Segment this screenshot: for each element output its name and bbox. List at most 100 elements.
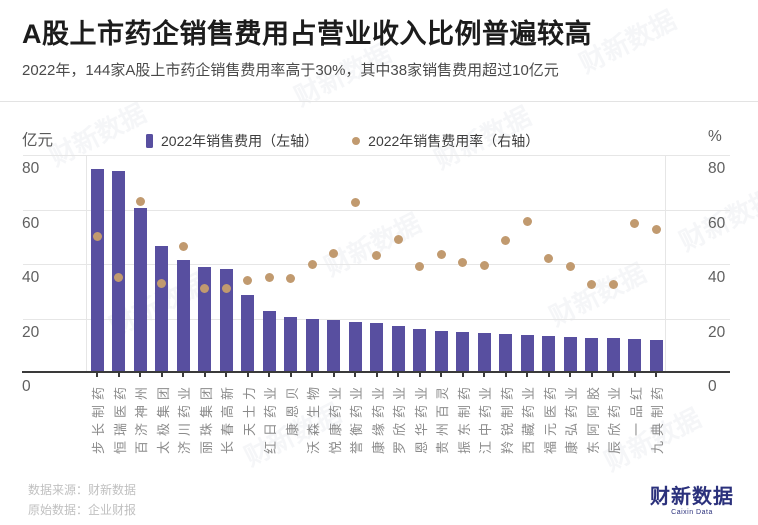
x-tick-贵州百灵 xyxy=(440,373,442,377)
x-category-label-text: 康弘药业 xyxy=(564,382,579,455)
bar-步长制药 xyxy=(90,168,104,372)
legend-bar-marker-icon xyxy=(146,134,153,148)
gridline-60 xyxy=(23,209,730,211)
logo-subtext: Caixin Data xyxy=(671,509,713,516)
rate-dot-恒瑞医药 xyxy=(114,273,123,283)
legend: 2022年销售费用（左轴） 2022年销售费用率（右轴） xyxy=(146,131,539,151)
x-category-label-text: 恩华药业 xyxy=(413,382,429,455)
legend-dot-label: 2022年销售费用率（右轴） xyxy=(368,133,540,149)
x-category-label-text: 贵州百灵 xyxy=(435,382,450,455)
x-category-label-text: 振东制药 xyxy=(456,382,472,455)
rate-dot-辰欣药业 xyxy=(608,279,618,289)
original-data-note: 原始数据：企业财报 xyxy=(28,503,137,517)
rate-dot-步长制药 xyxy=(92,232,102,242)
x-tick-康弘药业 xyxy=(569,373,571,377)
x-category-label-text: 济川药业 xyxy=(177,382,192,455)
legend-dot-marker-icon xyxy=(352,137,361,145)
x-category-label-text: 东阿阿胶 xyxy=(585,382,601,455)
x-category-label-text: 长春高新 xyxy=(220,382,235,455)
footer-notes: 数据来源：财新数据 原始数据：企业财报 xyxy=(28,480,136,520)
rate-dot-西藏药业 xyxy=(522,217,532,227)
right-axis-unit-label: % xyxy=(708,128,722,145)
rate-dot-福元医药 xyxy=(544,254,553,264)
bar-恩华药业 xyxy=(413,328,426,372)
x-tick-沃森生物 xyxy=(311,373,313,377)
x-category-label-text: 西藏药业 xyxy=(521,382,536,455)
bar-百济神州 xyxy=(133,208,147,372)
bar-江中药业 xyxy=(477,333,491,372)
bar-长春高新 xyxy=(219,269,233,372)
x-tick-红日药业 xyxy=(268,373,270,377)
x-tick-天士力 xyxy=(246,373,249,377)
caixin-watermark: 财新数据 xyxy=(44,97,151,172)
bar-辰欣药业 xyxy=(606,338,620,372)
x-axis-line xyxy=(22,371,730,373)
bar-贵州百灵 xyxy=(434,330,448,372)
x-tick-丽珠集团 xyxy=(203,373,206,377)
bar-一品红 xyxy=(628,339,641,372)
x-tick-济川药业 xyxy=(182,373,184,377)
data-source-note: 数据来源：财新数据 xyxy=(28,483,137,497)
rate-dot-沃森生物 xyxy=(307,259,317,269)
x-category-label-text: 悦康药业 xyxy=(327,382,343,455)
bar-康缘药业 xyxy=(370,323,383,372)
rate-dot-江中药业 xyxy=(479,260,489,270)
chart-subtitle: 2022年，144家A股上市药企销售费用率高于30%，其中38家销售费用超过10… xyxy=(22,62,559,79)
rate-dot-天士力 xyxy=(243,275,252,285)
rate-dot-一品红 xyxy=(630,218,639,228)
rate-dot-羚锐制药 xyxy=(501,236,510,246)
rate-dot-丽珠集团 xyxy=(200,284,209,294)
x-category-label-text: 红日药业 xyxy=(263,382,278,455)
x-tick-江中药业 xyxy=(483,373,485,377)
x-category-label-text: 九典制药 xyxy=(650,382,665,455)
logo-text: 财新数据 xyxy=(650,486,734,508)
bar-恒瑞医药 xyxy=(112,171,125,372)
bar-悦康药业 xyxy=(327,320,340,372)
rate-dot-康恩贝 xyxy=(286,274,295,284)
x-category-label-text: 恒瑞医药 xyxy=(112,382,128,455)
x-category-label-text: 康缘药业 xyxy=(370,382,386,455)
bar-红日药业 xyxy=(262,310,276,372)
bar-东阿阿胶 xyxy=(585,337,598,372)
x-tick-辰欣药业 xyxy=(612,373,614,377)
y-tick-label-right-80: 80 xyxy=(708,160,726,177)
x-tick-一品红 xyxy=(633,373,636,377)
gridline-40 xyxy=(23,264,730,265)
x-tick-福元医药 xyxy=(547,373,550,377)
x-category-label-text: 羚锐制药 xyxy=(499,382,515,455)
x-tick-九典制药 xyxy=(655,373,657,377)
bar-西藏药业 xyxy=(520,335,534,372)
x-category-label-text: 百济神州 xyxy=(134,382,149,455)
x-category-label-text: 康恩贝 xyxy=(284,382,300,437)
x-tick-羚锐制药 xyxy=(504,373,507,377)
x-category-label-text: 天士力 xyxy=(241,382,257,437)
bar-沃森生物 xyxy=(305,318,319,372)
caixin-watermark: 财新数据 xyxy=(319,207,426,282)
bar-康弘药业 xyxy=(563,336,577,372)
bar-天士力 xyxy=(241,295,254,372)
y-tick-label-left-40: 40 xyxy=(22,269,40,286)
y-tick-label-right-0: 0 xyxy=(708,378,717,395)
x-category-label-text: 福元医药 xyxy=(542,382,558,455)
rate-dot-振东制药 xyxy=(458,258,467,268)
rate-dot-罗欣药业 xyxy=(393,234,403,244)
rate-dot-恩华药业 xyxy=(415,262,424,272)
x-tick-康恩贝 xyxy=(289,373,292,377)
bar-九典制药 xyxy=(649,339,663,372)
x-category-label-text: 辰欣药业 xyxy=(607,382,622,455)
rate-dot-红日药业 xyxy=(264,273,274,283)
x-category-label-text: 誉衡药业 xyxy=(349,382,364,455)
x-tick-太极集团 xyxy=(160,373,163,377)
rate-dot-悦康药业 xyxy=(329,248,338,258)
bar-济川药业 xyxy=(176,259,190,372)
x-tick-西藏药业 xyxy=(526,373,528,377)
y-tick-label-right-20: 20 xyxy=(708,323,726,341)
rate-dot-长春高新 xyxy=(221,284,231,294)
y-tick-label-right-60: 60 xyxy=(708,214,726,232)
y-tick-label-left-80: 80 xyxy=(22,160,40,177)
bar-丽珠集团 xyxy=(198,266,211,372)
bar-福元医药 xyxy=(542,335,555,372)
y-tick-label-left-60: 60 xyxy=(22,214,40,232)
header-divider xyxy=(0,101,758,102)
